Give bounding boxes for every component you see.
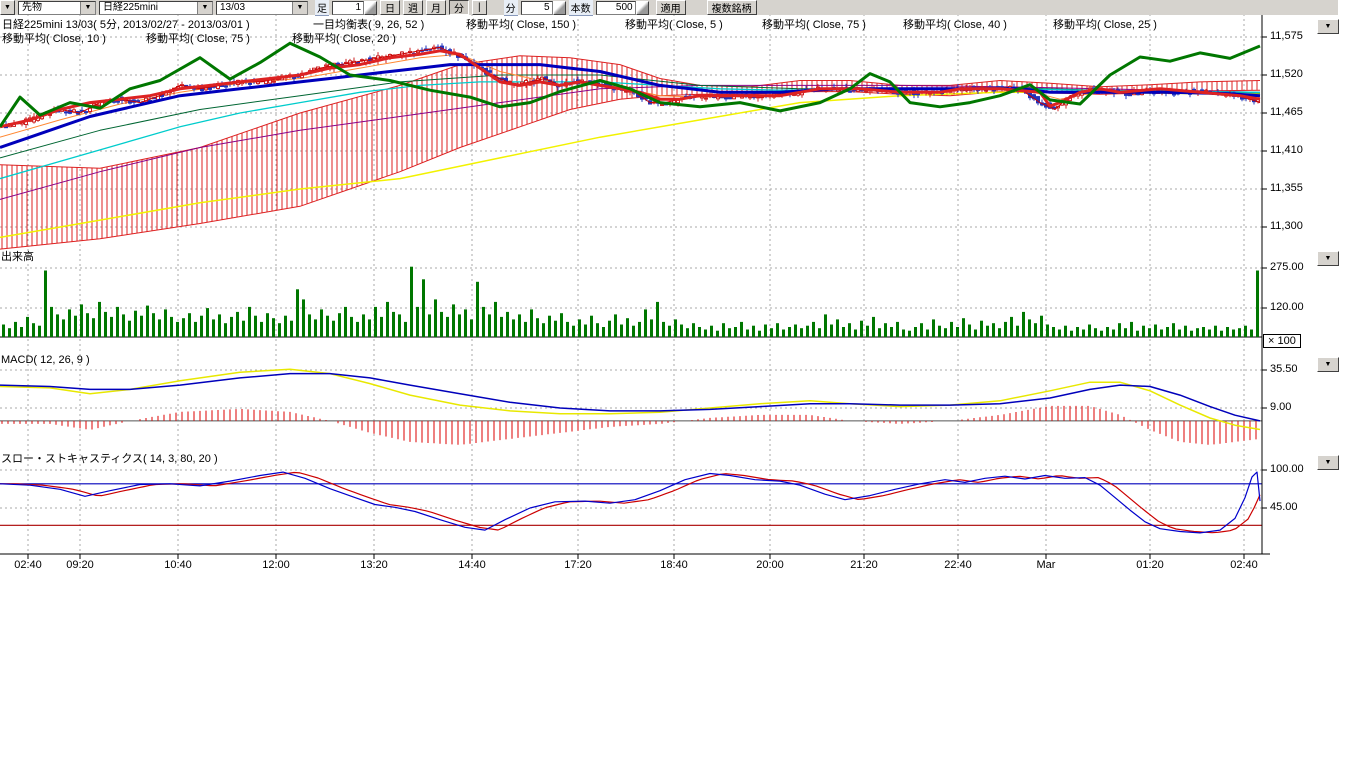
chevron-down-icon: ▼ <box>197 2 212 14</box>
y-axis-tick-label: 120.00 <box>1270 301 1304 313</box>
partial-combo-arrow-icon[interactable]: ▼ <box>0 0 15 15</box>
bar-count-value[interactable]: 500 <box>596 1 636 15</box>
bar-count-label: 本数 <box>569 0 593 16</box>
x-axis-tick-label: 12:00 <box>254 559 298 571</box>
chart-canvas <box>0 0 1366 585</box>
y-axis-tick-label: 11,575 <box>1270 30 1303 42</box>
x-axis-tick-label: Mar <box>1024 559 1068 571</box>
volume-multiplier-badge: × 100 <box>1263 334 1301 348</box>
x-axis-tick-label: 17:20 <box>556 559 600 571</box>
x-axis-tick-label: 22:40 <box>936 559 980 571</box>
legend-item: 移動平均( Close, 150 ) <box>466 16 576 32</box>
stoch-panel-label: スロー・ストキャスティクス( 14, 3, 80, 20 ) <box>1 450 218 466</box>
chevron-down-icon: ▼ <box>292 2 307 14</box>
bar-value-spinner[interactable]: 1 <box>332 2 377 14</box>
contract-month-select[interactable]: 13/03 ▼ <box>216 1 308 15</box>
bar-value[interactable]: 1 <box>332 1 364 15</box>
x-axis-tick-label: 10:40 <box>156 559 200 571</box>
y-axis-tick-label: 35.50 <box>1270 363 1298 375</box>
period-day-button[interactable]: 日 <box>380 0 400 15</box>
x-axis-tick-label: 14:40 <box>450 559 494 571</box>
panel-menu-button[interactable]: ▼ <box>1317 19 1339 34</box>
bar-type-label: 足 <box>315 0 329 16</box>
legend-item: 移動平均( Close, 75 ) <box>762 16 866 32</box>
period-tick-button[interactable]: | <box>472 0 487 15</box>
spinner-icon[interactable] <box>364 1 377 15</box>
contract-month-value: 13/03 <box>217 2 292 14</box>
multi-symbol-button[interactable]: 複数銘柄 <box>707 0 757 15</box>
period-minute-button[interactable]: 分 <box>449 0 469 15</box>
legend-item: 移動平均( Close, 20 ) <box>292 30 396 46</box>
legend-item: 移動平均( Close, 25 ) <box>1053 16 1157 32</box>
period-month-button[interactable]: 月 <box>426 0 446 15</box>
minute-spinner[interactable]: 5 <box>521 2 566 14</box>
minute-value[interactable]: 5 <box>521 1 553 15</box>
y-axis-tick-label: 9.00 <box>1270 401 1291 413</box>
x-axis-tick-label: 09:20 <box>58 559 102 571</box>
y-axis-tick-label: 11,300 <box>1270 220 1303 232</box>
instrument-type-value: 先物 <box>19 2 80 14</box>
x-axis-tick-label: 21:20 <box>842 559 886 571</box>
panel-menu-button[interactable]: ▼ <box>1317 455 1339 470</box>
volume-panel-label: 出来高 <box>1 248 34 264</box>
period-week-button[interactable]: 週 <box>403 0 423 15</box>
spinner-icon[interactable] <box>553 1 566 15</box>
y-axis-tick-label: 100.00 <box>1270 463 1304 475</box>
y-axis-tick-label: 11,520 <box>1270 68 1303 80</box>
chevron-down-icon: ▼ <box>80 2 95 14</box>
legend-item: 移動平均( Close, 5 ) <box>625 16 723 32</box>
x-axis-tick-label: 02:40 <box>6 559 50 571</box>
symbol-value: 日経225mini <box>100 2 197 14</box>
bar-count-spinner[interactable]: 500 <box>596 2 649 14</box>
x-axis-tick-label: 18:40 <box>652 559 696 571</box>
instrument-type-select[interactable]: 先物 ▼ <box>18 1 96 15</box>
trading-chart-app: { "toolbar": { "instrument_type": "先物", … <box>0 0 1366 768</box>
x-axis-tick-label: 13:20 <box>352 559 396 571</box>
y-axis-tick-label: 11,465 <box>1270 106 1303 118</box>
panel-menu-button[interactable]: ▼ <box>1317 357 1339 372</box>
toolbar: ▼ 先物 ▼ 日経225mini ▼ 13/03 ▼ 足 1 日 週 月 分 |… <box>0 0 1338 15</box>
x-axis-tick-label: 20:00 <box>748 559 792 571</box>
macd-panel-label: MACD( 12, 26, 9 ) <box>1 354 90 366</box>
legend-item: 移動平均( Close, 75 ) <box>146 30 250 46</box>
spinner-icon[interactable] <box>636 1 649 15</box>
x-axis-tick-label: 01:20 <box>1128 559 1172 571</box>
minute-label: 分 <box>504 0 518 16</box>
y-axis-tick-label: 11,355 <box>1270 182 1303 194</box>
symbol-select[interactable]: 日経225mini ▼ <box>99 1 213 15</box>
x-axis-tick-label: 02:40 <box>1222 559 1266 571</box>
y-axis-tick-label: 275.00 <box>1270 261 1304 273</box>
y-axis-tick-label: 45.00 <box>1270 501 1298 513</box>
legend-item: 移動平均( Close, 10 ) <box>2 30 106 46</box>
legend-item: 移動平均( Close, 40 ) <box>903 16 1007 32</box>
panel-menu-button[interactable]: ▼ <box>1317 251 1339 266</box>
y-axis-tick-label: 11,410 <box>1270 144 1303 156</box>
apply-button[interactable]: 適用 <box>656 0 686 15</box>
